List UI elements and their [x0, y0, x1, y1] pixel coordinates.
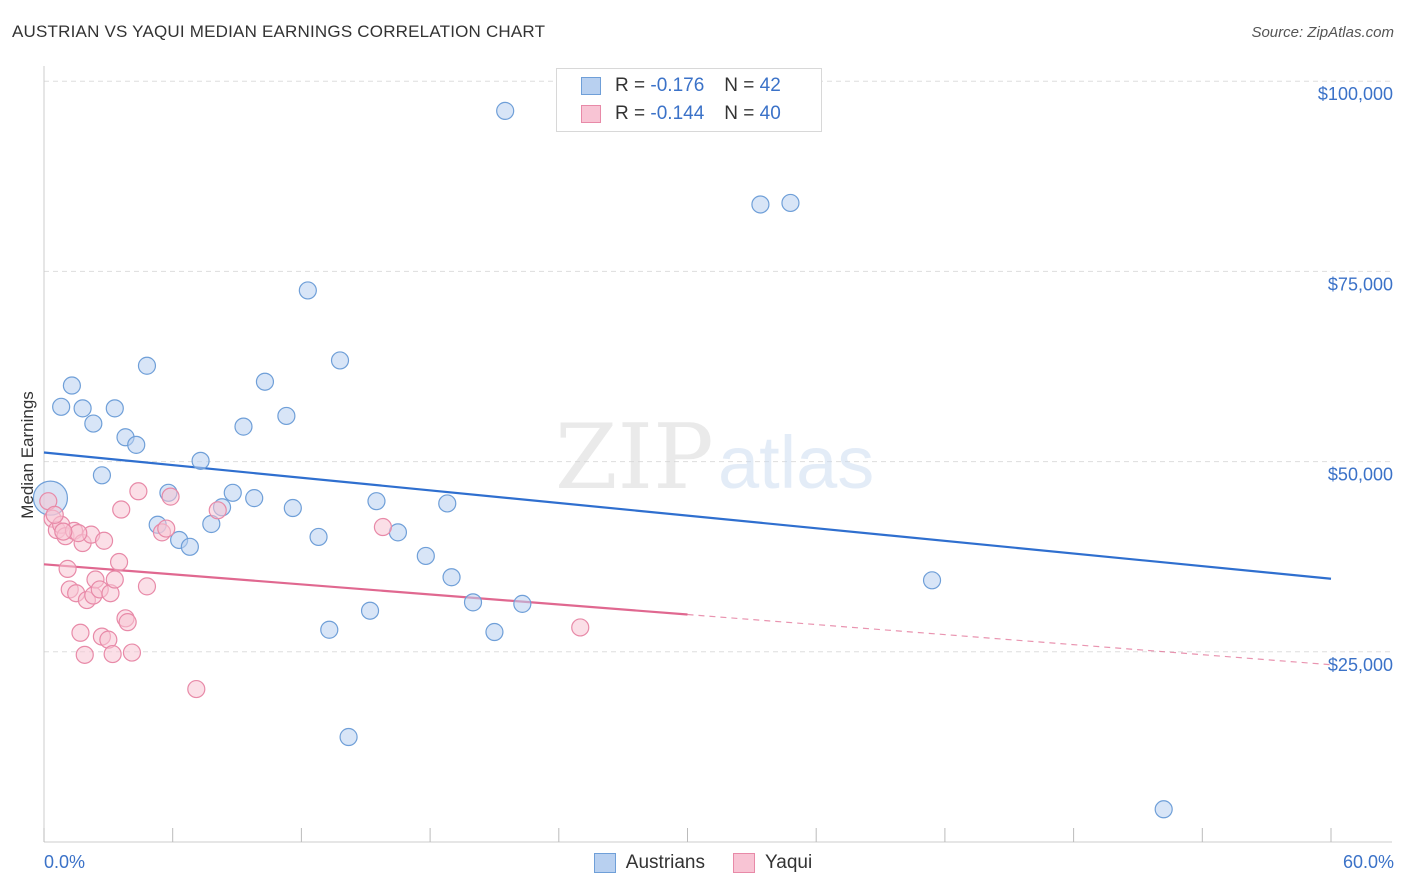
point-austrians: [513, 594, 532, 613]
point-austrians: [922, 571, 942, 590]
point-austrians: [52, 397, 71, 416]
x-tick-min: 0.0%: [44, 852, 86, 872]
legend-swatch-austrians: [593, 853, 616, 873]
r-value-yaqui: -0.144: [650, 103, 705, 124]
axes: [43, 66, 1392, 843]
point-yaqui: [54, 522, 73, 541]
point-austrians: [277, 406, 296, 426]
point-yaqui: [112, 500, 131, 519]
legend-item-austrians[interactable]: Austrians: [593, 852, 705, 874]
r-label: R =: [615, 103, 646, 124]
point-yaqui: [94, 531, 114, 550]
point-austrians: [137, 356, 157, 375]
n-value-austrians: 42: [759, 75, 781, 96]
point-austrians: [416, 546, 435, 566]
point-austrians: [367, 492, 386, 511]
point-yaqui: [571, 618, 590, 637]
point-austrians: [751, 195, 770, 214]
austrians-swatch: [581, 77, 601, 95]
point-austrians: [283, 498, 302, 518]
point-yaqui: [109, 552, 129, 572]
trend-line-austrians: [43, 451, 1332, 580]
point-yaqui: [208, 501, 227, 520]
point-austrians: [496, 101, 515, 120]
point-austrians: [485, 622, 504, 642]
n-value-yaqui: 40: [759, 103, 781, 124]
point-yaqui: [137, 577, 157, 596]
watermark-atlas: atlas: [718, 421, 874, 504]
point-yaqui: [187, 679, 206, 699]
legend-item-yaqui[interactable]: Yaqui: [733, 852, 812, 874]
legend-label-yaqui: Yaqui: [765, 852, 813, 873]
n-label: N =: [724, 103, 755, 124]
point-yaqui: [105, 570, 124, 589]
point-austrians: [62, 376, 81, 395]
point-yaqui: [45, 505, 64, 524]
legend-swatch-yaqui: [733, 853, 755, 873]
point-austrians: [309, 527, 328, 547]
point-austrians: [438, 494, 457, 513]
trend-line-yaqui: [43, 563, 688, 616]
source-credit: Source: ZipAtlas.com: [1251, 24, 1394, 41]
y-tick-label: $75,000: [1328, 274, 1393, 294]
yaqui-swatch: [581, 105, 601, 123]
point-yaqui: [58, 559, 77, 578]
point-austrians: [105, 399, 124, 418]
point-yaqui: [373, 517, 393, 537]
point-austrians: [298, 281, 317, 300]
point-austrians: [330, 351, 350, 370]
chart-title: AUSTRIAN VS YAQUI MEDIAN EARNINGS CORREL…: [12, 22, 546, 41]
watermark: ZIP atlas: [555, 405, 874, 510]
point-austrians: [127, 435, 146, 454]
point-yaqui: [157, 519, 176, 538]
n-label: N =: [724, 75, 755, 96]
point-yaqui: [161, 487, 180, 506]
r-label: R =: [615, 75, 646, 96]
stats-row-austrians: R = -0.176 N = 42: [581, 75, 781, 97]
point-yaqui: [129, 482, 148, 501]
point-yaqui: [122, 643, 142, 662]
watermark-zip: ZIP: [555, 405, 714, 510]
point-austrians: [84, 414, 103, 433]
point-austrians: [255, 372, 275, 391]
point-yaqui: [103, 644, 122, 664]
y-tick-label: $25,000: [1328, 655, 1393, 675]
data-points: [32, 101, 1173, 819]
trend-lines: [43, 451, 1332, 666]
point-austrians: [320, 620, 339, 639]
point-yaqui: [71, 623, 90, 642]
legend: Austrians Yaqui: [0, 852, 1406, 874]
y-tick-label: $100,000: [1318, 84, 1393, 104]
point-austrians: [1154, 800, 1173, 819]
point-yaqui: [118, 613, 137, 632]
stats-box: R = -0.176 N = 42 R = -0.144 N = 40: [556, 68, 822, 132]
x-tick-max: 60.0%: [1342, 852, 1394, 872]
point-austrians: [463, 593, 483, 612]
r-value-austrians: -0.176: [650, 75, 705, 96]
y-tick-label: $50,000: [1328, 465, 1393, 485]
point-austrians: [781, 193, 800, 213]
point-austrians: [73, 399, 92, 418]
gridlines: [44, 80, 1392, 653]
point-austrians: [360, 601, 380, 620]
point-austrians: [191, 451, 210, 470]
point-austrians: [92, 466, 112, 485]
legend-label-austrians: Austrians: [625, 852, 705, 873]
point-austrians: [234, 417, 253, 436]
point-austrians: [245, 489, 264, 508]
trend-line-extension-yaqui: [687, 613, 1332, 666]
point-austrians: [339, 727, 358, 747]
y-tick-labels: $25,000 $50,000 $75,000 $100,000: [1318, 84, 1393, 675]
stats-row-yaqui: R = -0.144 N = 40: [581, 103, 781, 125]
point-yaqui: [75, 645, 94, 664]
point-austrians: [180, 537, 199, 556]
point-yaqui: [69, 524, 88, 543]
point-austrians: [442, 568, 461, 587]
point-austrians: [223, 483, 242, 502]
